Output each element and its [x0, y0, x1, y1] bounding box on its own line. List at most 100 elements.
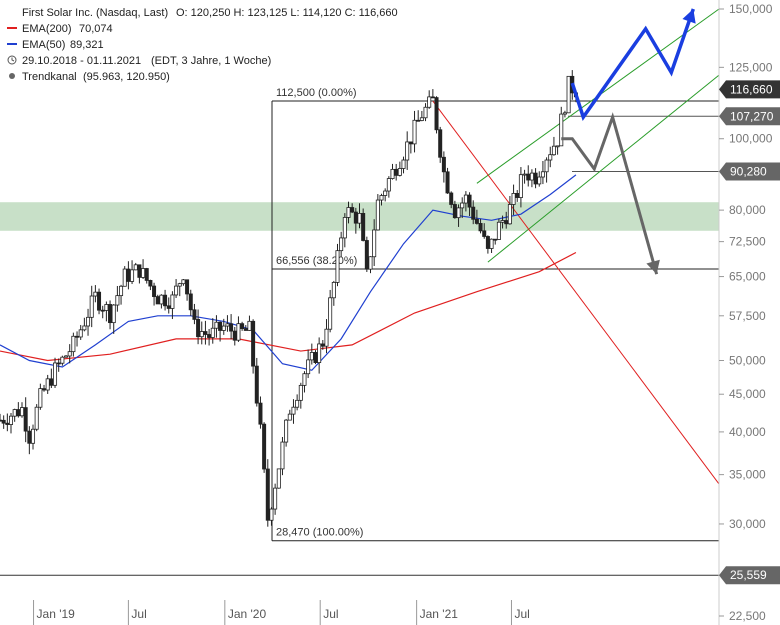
- candle-body: [562, 112, 567, 115]
- candle-body: [540, 171, 545, 178]
- candle-body: [174, 285, 179, 296]
- candle-body: [210, 327, 215, 338]
- ema200-legend-swatch: [7, 27, 17, 29]
- candle-body: [383, 190, 388, 196]
- candle-body: [390, 168, 395, 179]
- candle-body: [449, 192, 454, 205]
- candle-body: [273, 487, 278, 510]
- candle-body: [133, 264, 138, 271]
- candle-body: [177, 283, 182, 287]
- candle-body: [49, 378, 54, 386]
- price-box: [719, 566, 780, 585]
- candle-body: [291, 406, 296, 415]
- candle-body: [214, 321, 219, 329]
- candle-body: [1, 419, 6, 424]
- candle-body: [31, 428, 36, 444]
- candle-body: [434, 97, 439, 131]
- candle-body: [185, 279, 190, 295]
- candle-body: [207, 334, 212, 338]
- candle-body: [346, 207, 351, 218]
- candle-body: [53, 362, 58, 386]
- candle-body: [276, 468, 281, 489]
- ema50-line: [0, 174, 577, 371]
- candle-body: [474, 218, 479, 224]
- x-tick-label: Jul: [514, 607, 529, 621]
- candle-body: [86, 316, 91, 327]
- candle-body: [419, 117, 424, 121]
- candle-body: [452, 204, 457, 219]
- candle-body: [302, 373, 307, 386]
- candle-body: [236, 323, 241, 341]
- ema200-legend-value: 70,074: [79, 23, 113, 35]
- trend-channel-value: (95.963, 120.950): [83, 71, 170, 83]
- candle-body: [441, 156, 446, 173]
- price-box-label: 25,559: [730, 568, 767, 582]
- candle-body: [265, 468, 270, 521]
- candle-body: [34, 406, 39, 430]
- candle-body: [20, 407, 25, 417]
- candle-body: [159, 294, 164, 305]
- scenario-gray-arrow-head: [646, 259, 660, 275]
- candle-body: [372, 229, 377, 258]
- candle-body: [533, 172, 538, 185]
- candle-body: [16, 409, 21, 417]
- price-box-label: 116,660: [730, 82, 773, 96]
- candle-body: [460, 202, 465, 209]
- candle-body: [504, 220, 509, 225]
- candle-body: [357, 212, 362, 224]
- candle-body: [218, 321, 223, 331]
- candle-body: [456, 207, 461, 219]
- candle-body: [324, 328, 329, 347]
- candle-body: [511, 193, 516, 205]
- y-tick-label: 22,500: [729, 609, 766, 623]
- candle-body: [111, 304, 116, 324]
- candle-body: [78, 329, 83, 338]
- candle-body: [67, 351, 72, 357]
- candle-body: [122, 268, 127, 287]
- x-tick-label: Jan '19: [37, 607, 76, 621]
- candle-body: [500, 220, 505, 223]
- chart-title: First Solar Inc. (Nasdaq, Last): [22, 7, 168, 19]
- candle-body: [203, 331, 208, 335]
- candle-body: [42, 388, 47, 391]
- y-tick-label: 30,000: [729, 517, 766, 531]
- candle-body: [478, 223, 483, 232]
- candle-body: [507, 204, 512, 225]
- candle-body: [555, 145, 560, 148]
- candle-body: [471, 206, 476, 220]
- candle-body: [430, 96, 435, 99]
- candle-body: [361, 212, 366, 241]
- candle-body: [397, 168, 402, 176]
- candle-body: [152, 285, 157, 297]
- x-tick-label: Jan '20: [228, 607, 267, 621]
- candle-body: [240, 323, 245, 329]
- candles-layer: [0, 70, 578, 527]
- candle-body: [27, 430, 32, 444]
- candle-body: [493, 238, 498, 241]
- price-box: [719, 80, 780, 99]
- candle-body: [269, 508, 274, 521]
- candle-body: [405, 141, 410, 161]
- candle-body: [320, 343, 325, 347]
- price-box-label: 107,270: [730, 109, 774, 123]
- candle-body: [339, 237, 344, 252]
- candle-body: [38, 388, 43, 408]
- candle-body: [262, 423, 267, 470]
- candle-body: [342, 217, 347, 239]
- candle-body: [115, 295, 120, 306]
- candle-body: [518, 174, 523, 198]
- candle-body: [137, 264, 142, 278]
- price-box-label: 90,280: [730, 164, 767, 178]
- candle-body: [463, 194, 468, 204]
- ema50-legend-value: 89,321: [70, 39, 104, 51]
- y-tick-label: 100,000: [729, 132, 773, 146]
- candle-body: [89, 295, 94, 318]
- candle-body: [445, 171, 450, 194]
- candle-body: [221, 325, 226, 331]
- candle-body: [328, 297, 333, 330]
- candle-body: [280, 441, 285, 470]
- y-tick-label: 125,000: [729, 60, 773, 74]
- candle-body: [45, 378, 50, 391]
- candle-body: [23, 407, 28, 432]
- price-box: [719, 162, 780, 181]
